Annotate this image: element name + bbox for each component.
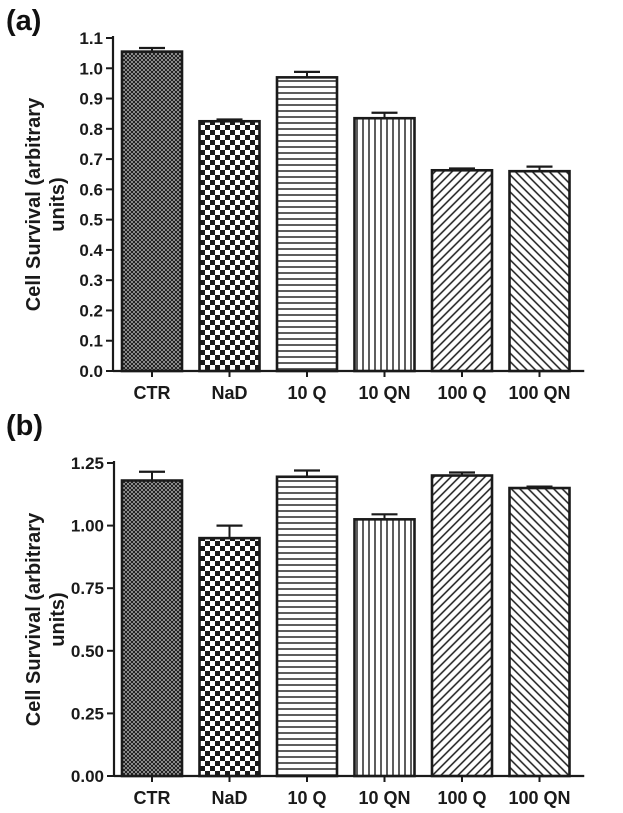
y-tick-label: 0.5 bbox=[79, 211, 103, 230]
bar-group bbox=[198, 118, 261, 377]
bar-group bbox=[430, 167, 494, 377]
bar-group bbox=[275, 70, 339, 377]
y-tick-label: 0.3 bbox=[79, 271, 103, 290]
bar bbox=[120, 479, 184, 778]
bar-chart-a: (a) Cell Survival (arbitrary units) 0.0 0.1 0… bbox=[6, 5, 585, 403]
y-axis-title: Cell Survival (arbitrary units) bbox=[23, 512, 69, 726]
y-axis-title-line: Cell Survival (arbitrary bbox=[23, 512, 45, 726]
y-tick-label: 0.8 bbox=[79, 120, 103, 139]
y-tick-label: 0.0 bbox=[79, 362, 103, 381]
panel-label: (b) bbox=[6, 410, 43, 442]
bar-group bbox=[508, 485, 571, 782]
bar bbox=[275, 76, 339, 373]
y-axis-title-line: units) bbox=[47, 592, 69, 646]
y-tick-label: 0.6 bbox=[79, 180, 103, 199]
x-tick-label: 10 Q bbox=[287, 383, 326, 403]
y-tick-label: 0.50 bbox=[71, 642, 104, 661]
bar bbox=[198, 119, 261, 373]
bar-chart-b: (b) Cell Survival (arbitrary units) 0.00 0.2… bbox=[6, 410, 585, 808]
bar bbox=[120, 50, 184, 373]
x-tick-label: 100 QN bbox=[508, 788, 570, 808]
x-tick-label: 100 Q bbox=[437, 788, 486, 808]
bar bbox=[508, 486, 571, 778]
y-tick-label: 0.75 bbox=[71, 579, 104, 598]
bar-group bbox=[430, 471, 494, 782]
bar bbox=[508, 169, 571, 373]
y-tick-label: 1.1 bbox=[79, 29, 103, 48]
x-tick-label: NaD bbox=[211, 383, 247, 403]
bar-group bbox=[275, 469, 339, 782]
y-tick-label: 0.1 bbox=[79, 332, 103, 351]
x-tick-label: CTR bbox=[134, 383, 171, 403]
y-tick-label: 1.00 bbox=[71, 517, 104, 536]
x-tick-label: 10 QN bbox=[358, 383, 410, 403]
x-tick-label: 100 QN bbox=[508, 383, 570, 403]
bar bbox=[353, 116, 416, 373]
chart-panel-a: (a) Cell Survival (arbitrary units) 0.0 0.1 0… bbox=[0, 0, 623, 406]
y-tick-label: 0.7 bbox=[79, 150, 103, 169]
bar bbox=[353, 518, 416, 778]
bar bbox=[198, 536, 261, 778]
y-tick-label: 0.00 bbox=[71, 767, 104, 786]
bar-group bbox=[198, 524, 261, 782]
bar-group bbox=[120, 46, 184, 377]
bar-group bbox=[120, 470, 184, 782]
x-tick-label: 100 Q bbox=[437, 383, 486, 403]
panel-label: (a) bbox=[6, 5, 41, 37]
bar bbox=[275, 475, 339, 778]
y-axis-title-line: units) bbox=[47, 177, 69, 231]
y-tick-label: 0.25 bbox=[71, 704, 104, 723]
chart-panel-b: (b) Cell Survival (arbitrary units) 0.00 0.2… bbox=[0, 406, 623, 813]
x-tick-label: 10 QN bbox=[358, 788, 410, 808]
y-tick-label: 0.2 bbox=[79, 301, 103, 320]
x-tick-label: NaD bbox=[211, 788, 247, 808]
bar bbox=[430, 474, 494, 778]
bar-group bbox=[353, 111, 416, 377]
y-tick-label: 1.25 bbox=[71, 454, 104, 473]
y-tick-label: 0.9 bbox=[79, 90, 103, 109]
bar-group bbox=[353, 513, 416, 782]
y-axis-title-line: Cell Survival (arbitrary bbox=[23, 97, 45, 311]
x-tick-label: CTR bbox=[134, 788, 171, 808]
bar-group bbox=[508, 165, 571, 377]
y-tick-label: 0.4 bbox=[79, 241, 103, 260]
x-tick-label: 10 Q bbox=[287, 788, 326, 808]
bar bbox=[430, 168, 494, 373]
y-axis-title: Cell Survival (arbitrary units) bbox=[23, 97, 69, 311]
y-tick-label: 1.0 bbox=[79, 59, 103, 78]
